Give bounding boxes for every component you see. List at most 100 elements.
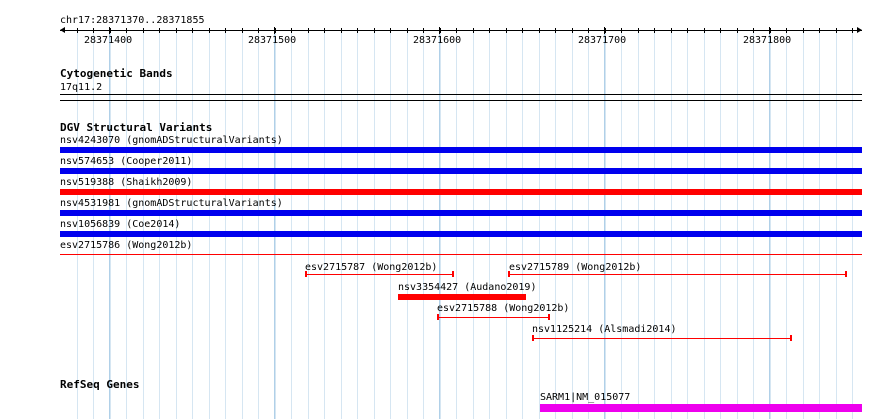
ruler-tick: [242, 28, 243, 33]
grid-line: [588, 30, 589, 419]
ruler-tick: [440, 28, 441, 33]
dgv-variant-line[interactable]: [437, 317, 550, 318]
dgv-variant-label[interactable]: nsv4531981 (gnomADStructuralVariants): [60, 198, 283, 209]
grid-line: [209, 30, 210, 419]
grid-line: [143, 30, 144, 419]
ruler-tick: [275, 28, 276, 33]
dgv-variant-start: [508, 271, 510, 277]
ruler-tick: [770, 28, 771, 33]
dgv-variant-label[interactable]: esv2715789 (Wong2012b): [509, 262, 642, 273]
grid-line: [671, 30, 672, 419]
scroll-left-arrow-icon[interactable]: [60, 27, 65, 33]
dgv-variant-line[interactable]: [305, 274, 454, 275]
ruler-tick: [390, 28, 391, 33]
ruler-tick: [456, 28, 457, 33]
gene-feature-bar[interactable]: [540, 404, 862, 412]
region-label: chr17:28371370..28371855: [60, 15, 205, 26]
dgv-variant-bar[interactable]: [60, 168, 862, 174]
dgv-variant-bar[interactable]: [60, 147, 862, 153]
ruler-tick: [836, 28, 837, 33]
ruler-tick: [357, 28, 358, 33]
grid-line: [324, 30, 325, 419]
ruler-tick: [489, 28, 490, 33]
grid-line: [225, 30, 226, 419]
grid-line-major: [439, 30, 440, 419]
ruler-tick: [852, 28, 853, 33]
grid-line: [258, 30, 259, 419]
dgv-variant-bar[interactable]: [398, 294, 526, 300]
dgv-variant-bar[interactable]: [60, 210, 862, 216]
cytoband-label[interactable]: 17q11.2: [60, 82, 103, 93]
dgv-variant-label[interactable]: nsv3354427 (Audano2019): [398, 282, 537, 293]
ruler-tick-label: 28371500: [248, 35, 297, 46]
dgv-variant-start: [305, 271, 307, 277]
dgv-variant-label[interactable]: esv2715787 (Wong2012b): [305, 262, 438, 273]
dgv-variant-label[interactable]: nsv1056839 (Coe2014): [60, 219, 181, 230]
grid-line: [192, 30, 193, 419]
ruler-tick: [522, 28, 523, 33]
dgv-variant-bar[interactable]: [60, 189, 862, 195]
ruler-tick-major: [604, 27, 605, 34]
dgv-variant-end: [452, 271, 454, 277]
dgv-variant-label[interactable]: nsv1125214 (Alsmadi2014): [532, 324, 677, 335]
grid-line: [473, 30, 474, 419]
dgv-variant-line[interactable]: [508, 274, 847, 275]
grid-line: [423, 30, 424, 419]
ruler-tick: [539, 28, 540, 33]
ruler-tick: [159, 28, 160, 33]
grid-line: [242, 30, 243, 419]
grid-line: [621, 30, 622, 419]
grid-line: [852, 30, 853, 419]
ruler-tick: [225, 28, 226, 33]
ruler-tick: [737, 28, 738, 33]
ruler-tick: [291, 28, 292, 33]
grid-line: [605, 30, 606, 419]
grid-line: [308, 30, 309, 419]
grid-line: [770, 30, 771, 419]
ruler-tick-label: 28371800: [743, 35, 792, 46]
cytoband-bottom-line: [60, 100, 862, 101]
dgv-variant-label[interactable]: nsv519388 (Shaikh2009): [60, 177, 193, 188]
ruler-tick: [143, 28, 144, 33]
ruler-tick: [423, 28, 424, 33]
cytoband-track-title: Cytogenetic Bands: [60, 67, 173, 80]
ruler-tick: [555, 28, 556, 33]
dgv-variant-line[interactable]: [532, 338, 792, 339]
ruler-tick-major: [274, 27, 275, 34]
grid-line: [93, 30, 94, 419]
ruler-tick-major: [109, 27, 110, 34]
dgv-variant-label[interactable]: nsv4243070 (gnomADStructuralVariants): [60, 135, 283, 146]
grid-line-major: [274, 30, 275, 419]
grid-line: [374, 30, 375, 419]
grid-line: [572, 30, 573, 419]
grid-line: [539, 30, 540, 419]
ruler-tick-major: [769, 27, 770, 34]
ruler-tick: [308, 28, 309, 33]
grid-line: [456, 30, 457, 419]
dgv-variant-bar[interactable]: [60, 231, 862, 237]
dgv-variant-label[interactable]: nsv574653 (Cooper2011): [60, 156, 193, 167]
dgv-variant-label[interactable]: esv2715786 (Wong2012b): [60, 240, 193, 251]
scroll-right-arrow-icon[interactable]: [857, 27, 862, 33]
ruler-tick: [407, 28, 408, 33]
grid-line: [275, 30, 276, 419]
ruler-tick-label: 28371700: [578, 35, 627, 46]
grid-line: [819, 30, 820, 419]
gene-label[interactable]: SARM1|NM_015077: [540, 392, 631, 403]
dgv-variant-line[interactable]: [60, 254, 862, 255]
ruler-tick: [209, 28, 210, 33]
ruler-tick: [258, 28, 259, 33]
ruler-tick: [473, 28, 474, 33]
dgv-variant-label[interactable]: esv2715788 (Wong2012b): [437, 303, 570, 314]
grid-line: [506, 30, 507, 419]
dgv-variant-start: [437, 314, 439, 320]
grid-line-major: [109, 30, 110, 419]
ruler-tick: [638, 28, 639, 33]
grid-line: [341, 30, 342, 419]
grid-line: [440, 30, 441, 419]
ruler-tick: [126, 28, 127, 33]
grid-line: [654, 30, 655, 419]
ruler-tick: [374, 28, 375, 33]
grid-line: [687, 30, 688, 419]
dgv-track-title: DGV Structural Variants: [60, 121, 213, 134]
